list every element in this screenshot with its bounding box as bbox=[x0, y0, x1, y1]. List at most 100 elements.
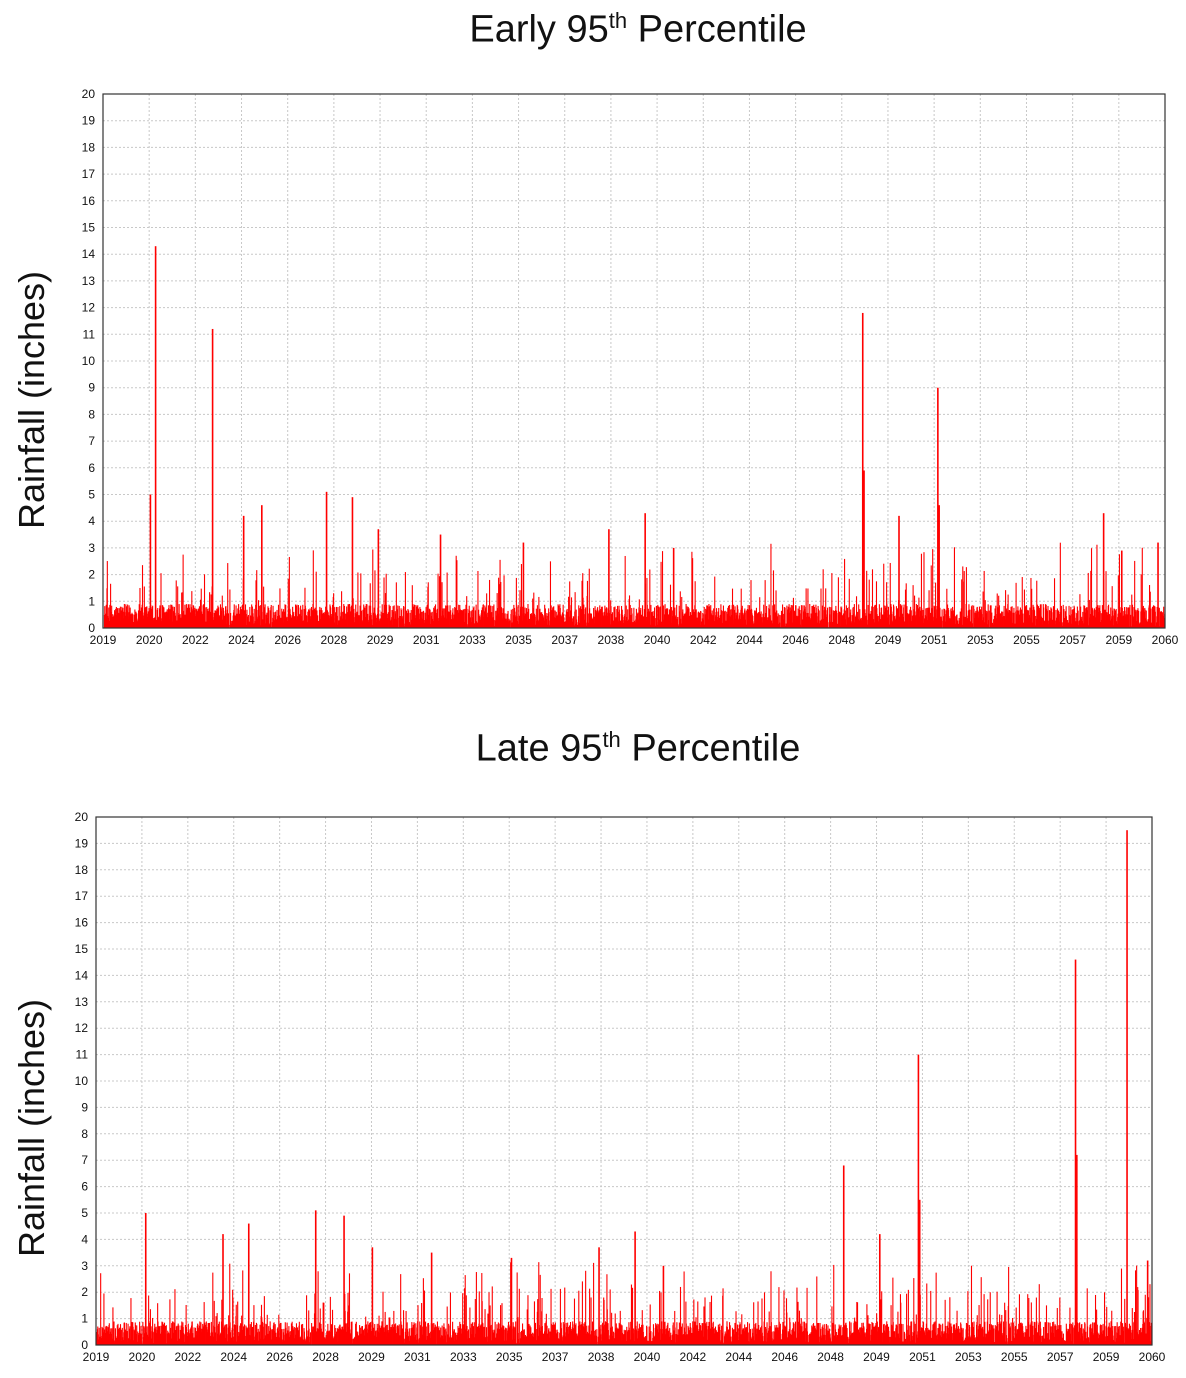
rainfall-bar bbox=[357, 1335, 359, 1345]
rainfall-bar bbox=[330, 1331, 332, 1345]
rainfall-bar bbox=[498, 1329, 500, 1345]
rainfall-bar bbox=[677, 1329, 679, 1345]
rainfall-bar bbox=[390, 1329, 392, 1345]
rainfall-bar bbox=[756, 1328, 758, 1345]
rainfall-bar bbox=[1021, 577, 1023, 628]
rainfall-bar bbox=[479, 1325, 481, 1345]
rainfall-bar bbox=[374, 1331, 376, 1345]
rainfall-bar bbox=[368, 615, 371, 628]
rainfall-bar bbox=[770, 543, 772, 628]
rainfall-bar bbox=[855, 596, 858, 628]
rainfall-bar bbox=[379, 1327, 382, 1345]
rainfall-bar bbox=[857, 619, 859, 628]
rainfall-bar bbox=[198, 606, 200, 628]
rainfall-bar bbox=[489, 1305, 491, 1345]
rainfall-bar bbox=[241, 1315, 243, 1345]
rainfall-bar bbox=[412, 1327, 414, 1345]
rainfall-bar bbox=[154, 1323, 156, 1345]
rainfall-bar bbox=[833, 613, 835, 628]
rainfall-bar bbox=[611, 1312, 613, 1345]
rainfall-bar bbox=[462, 1293, 464, 1345]
rainfall-bar bbox=[693, 1299, 695, 1345]
rainfall-bar bbox=[727, 1330, 729, 1345]
rainfall-bar bbox=[386, 1324, 388, 1345]
rainfall-bar bbox=[209, 592, 211, 628]
rainfall-bar bbox=[702, 612, 704, 628]
rainfall-bar bbox=[990, 605, 992, 628]
rainfall-bar bbox=[332, 1338, 334, 1345]
rainfall-bar bbox=[825, 588, 827, 628]
rainfall-bar bbox=[417, 1305, 419, 1345]
rainfall-bar bbox=[371, 619, 373, 628]
rainfall-bar bbox=[1128, 607, 1130, 628]
rainfall-bar bbox=[788, 612, 790, 628]
x-tick-label: 2026 bbox=[274, 633, 301, 647]
rainfall-bar bbox=[656, 605, 658, 628]
rainfall-bar bbox=[254, 1340, 256, 1345]
rainfall-bar bbox=[146, 1334, 149, 1345]
rainfall-bar bbox=[688, 1330, 691, 1345]
rainfall-bar bbox=[877, 615, 879, 628]
rainfall-bar bbox=[1042, 617, 1044, 628]
rainfall-bar bbox=[272, 605, 274, 628]
rainfall-bar bbox=[775, 590, 777, 628]
rainfall-bar bbox=[130, 1298, 132, 1345]
rainfall-bar bbox=[1015, 582, 1017, 628]
rainfall-bar bbox=[348, 614, 350, 628]
rainfall-bar bbox=[439, 1337, 441, 1345]
rainfall-bar bbox=[372, 549, 374, 628]
rainfall-bar bbox=[220, 1332, 222, 1345]
rainfall-bar bbox=[440, 1327, 442, 1345]
rainfall-bar bbox=[115, 1337, 117, 1345]
rainfall-bar bbox=[1085, 608, 1087, 628]
rainfall-bar bbox=[941, 609, 943, 628]
rainfall-bar bbox=[344, 619, 346, 628]
rainfall-bar bbox=[143, 1327, 145, 1345]
rainfall-bar bbox=[1022, 613, 1024, 628]
rainfall-bar bbox=[357, 572, 359, 628]
rainfall-bar bbox=[636, 1321, 638, 1345]
rainfall-bar bbox=[164, 612, 166, 628]
rainfall-bar bbox=[517, 1332, 519, 1345]
rainfall-bar bbox=[259, 605, 261, 628]
rainfall-bar bbox=[722, 1288, 724, 1345]
rainfall-bar bbox=[749, 1329, 751, 1345]
rainfall-bar bbox=[920, 553, 922, 628]
y-tick-label: 11 bbox=[83, 327, 96, 341]
rainfall-bar bbox=[348, 1273, 351, 1345]
rainfall-bar bbox=[292, 606, 294, 628]
rainfall-bar bbox=[354, 1336, 356, 1345]
rainfall-bar bbox=[1049, 610, 1051, 628]
rainfall-bar bbox=[1129, 604, 1131, 628]
rainfall-bar bbox=[225, 624, 227, 628]
rainfall-bar bbox=[733, 604, 735, 628]
rainfall-bar bbox=[334, 612, 336, 628]
rainfall-bar bbox=[700, 1330, 702, 1345]
rainfall-bar bbox=[561, 1335, 563, 1345]
rainfall-bar bbox=[675, 619, 677, 628]
rainfall-bar bbox=[1040, 616, 1043, 628]
rainfall-bar bbox=[487, 612, 489, 628]
rainfall-bar bbox=[903, 604, 905, 628]
rainfall-bar bbox=[738, 1324, 740, 1345]
rainfall-bar bbox=[752, 621, 754, 628]
rainfall-bar bbox=[762, 1341, 764, 1345]
rainfall-bar bbox=[323, 612, 325, 628]
rainfall-bar bbox=[195, 609, 198, 628]
rainfall-bar bbox=[464, 1275, 466, 1345]
rainfall-bar bbox=[568, 1325, 570, 1345]
rainfall-bar bbox=[1063, 609, 1065, 628]
rainfall-bar bbox=[638, 599, 640, 628]
rainfall-bar bbox=[137, 1331, 139, 1345]
rainfall-bar bbox=[319, 619, 321, 628]
rainfall-bar bbox=[993, 615, 995, 628]
rainfall-bar bbox=[171, 621, 173, 628]
rainfall-bar bbox=[454, 607, 457, 628]
rainfall-bar bbox=[470, 611, 472, 628]
rainfall-bar bbox=[723, 611, 726, 628]
rainfall-bar bbox=[309, 1332, 312, 1345]
rainfall-peak-bar bbox=[439, 534, 442, 628]
rainfall-bar bbox=[612, 1331, 614, 1345]
rainfall-bar bbox=[633, 607, 635, 628]
rainfall-bar bbox=[448, 1323, 450, 1345]
